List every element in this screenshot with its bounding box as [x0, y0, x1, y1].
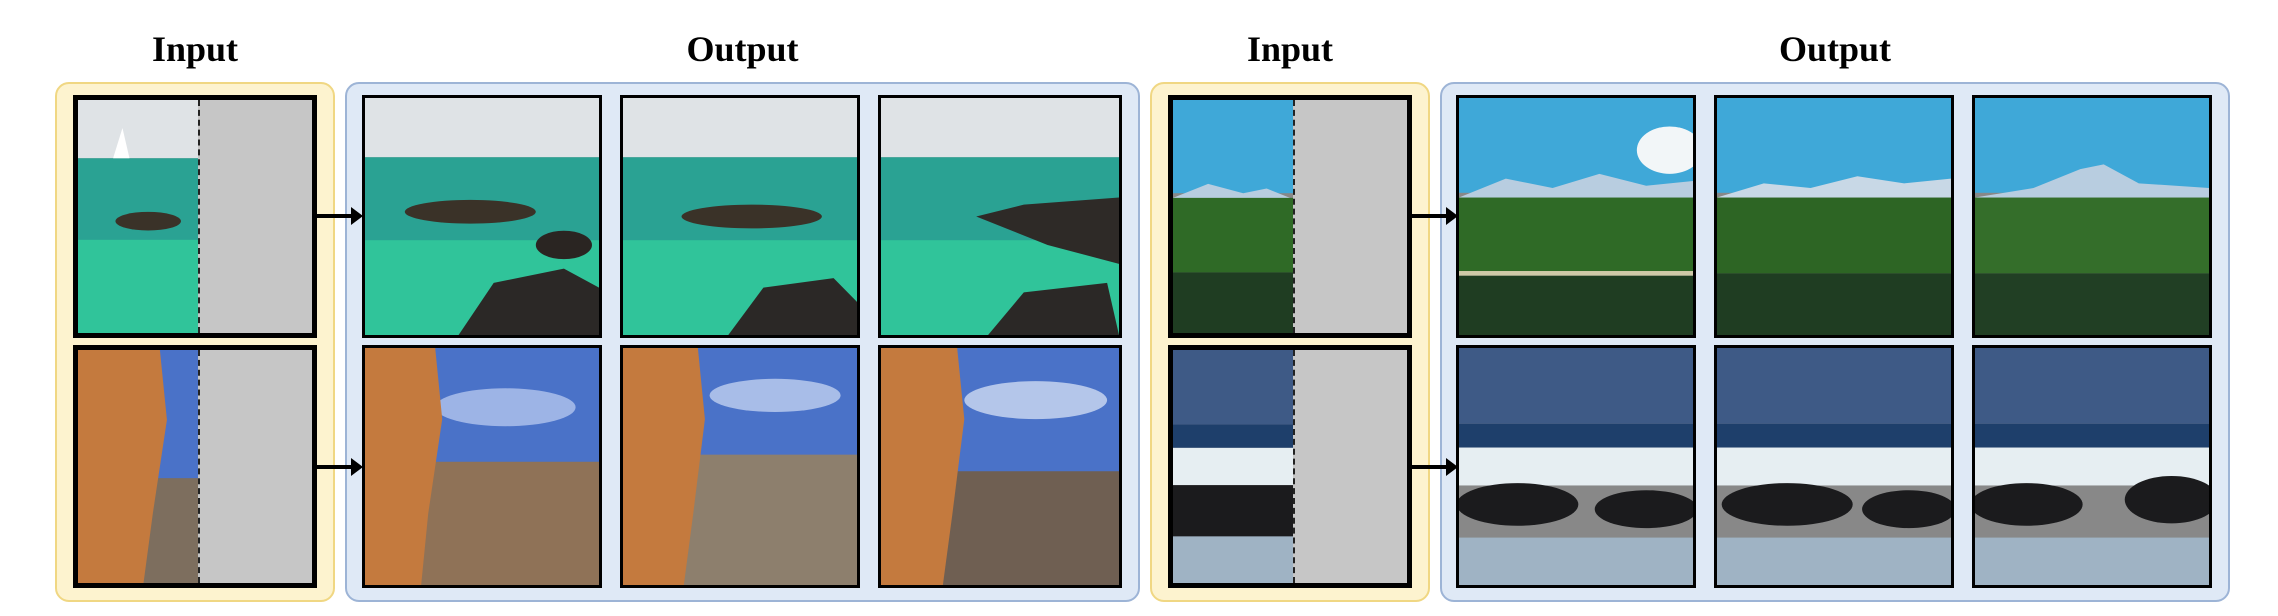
input-image-ocean-waves [1168, 345, 1412, 588]
group2-input-title: Input [1246, 29, 1334, 69]
arrow-icon [1412, 207, 1458, 225]
output-image-mountain-lake-3 [1972, 95, 2212, 338]
output-image-cliff-2 [620, 345, 860, 588]
group2-output-title: Output [1778, 29, 1892, 69]
output-image-cliff-3 [878, 345, 1122, 588]
group1-input-title: Input [151, 29, 239, 69]
arrow-icon [317, 458, 363, 476]
input-image-mountain-lake [1168, 95, 1412, 338]
arrow-icon [1412, 458, 1458, 476]
output-image-mountain-lake-2 [1714, 95, 1954, 338]
group1-output-title: Output [686, 29, 799, 69]
input-image-sea [73, 95, 317, 338]
output-image-ocean-waves-2 [1714, 345, 1954, 588]
input-mask [1293, 100, 1407, 333]
output-image-mountain-lake-1 [1456, 95, 1696, 338]
output-image-ocean-waves-3 [1972, 345, 2212, 588]
input-mask [198, 100, 312, 333]
output-image-ocean-waves-1 [1456, 345, 1696, 588]
output-image-cliff-1 [362, 345, 602, 588]
arrow-icon [317, 207, 363, 225]
output-image-sea-3 [878, 95, 1122, 338]
input-image-cliff [73, 345, 317, 588]
input-mask [198, 350, 312, 583]
input-mask [1293, 350, 1407, 583]
output-image-sea-1 [362, 95, 602, 338]
output-image-sea-2 [620, 95, 860, 338]
